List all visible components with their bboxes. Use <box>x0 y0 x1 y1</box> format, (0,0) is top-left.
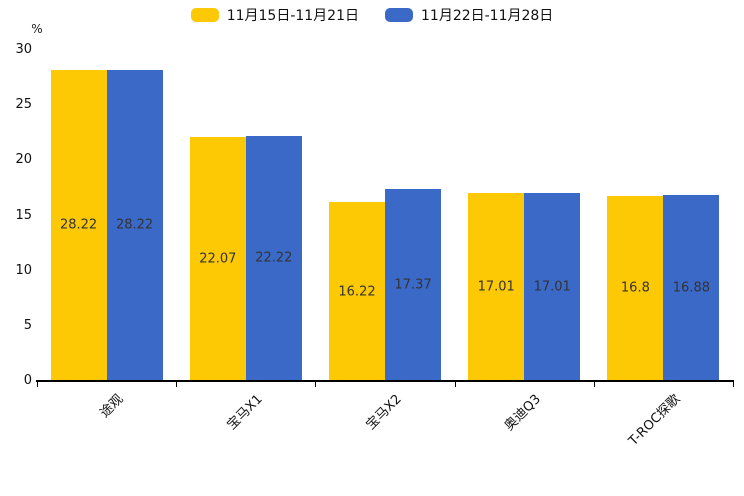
bar-value-label: 22.07 <box>199 251 237 267</box>
legend-label-week1: 11月15日-11月21日 <box>226 8 359 24</box>
y-tick-label: 0 <box>23 373 32 388</box>
x-tick <box>593 382 595 387</box>
y-tick-label: 10 <box>15 262 32 278</box>
y-tick-label: 30 <box>15 42 32 57</box>
bar-value-label: 17.37 <box>394 277 432 293</box>
legend-item-week1[interactable]: 11月15日-11月21日 <box>190 5 359 25</box>
bar-c1-s0: 22.07 <box>189 137 246 381</box>
y-tick-label: 25 <box>15 97 32 113</box>
bar-value-label: 16.22 <box>338 284 376 299</box>
x-tick <box>37 382 38 387</box>
legend-swatch-yellow <box>190 8 219 22</box>
legend-label-week2: 11月22日-11月28日 <box>421 8 554 24</box>
bar-c4-s0: 16.8 <box>607 195 664 381</box>
bar-c4-s1: 16.88 <box>663 194 720 381</box>
legend-swatch-blue <box>385 8 413 22</box>
bar-value-label: 28.22 <box>59 217 98 233</box>
legend-item-week2[interactable]: 11月22日-11月28日 <box>385 5 553 25</box>
x-category-label: 途观 <box>97 391 127 421</box>
y-tick-label: 20 <box>15 152 32 168</box>
bar-c3-s1: 17.01 <box>524 193 581 381</box>
x-category-label: 宝马X2 <box>363 391 405 433</box>
chart-legend: 11月15日-11月21日 11月22日-11月28日 <box>0 5 744 25</box>
bar-value-label: 16.88 <box>672 280 710 296</box>
x-axis-line <box>36 380 734 382</box>
bar-c0-s0: 28.22 <box>50 69 107 381</box>
x-tick <box>176 382 178 387</box>
bar-value-label: 28.22 <box>115 217 154 233</box>
x-category-label: 宝马X1 <box>224 391 266 433</box>
bar-value-label: 17.01 <box>477 279 515 295</box>
x-tick <box>733 382 734 387</box>
bar-value-label: 16.8 <box>620 280 650 296</box>
y-tick-label: 5 <box>23 317 32 333</box>
bar-value-label: 22.22 <box>255 250 293 266</box>
bar-value-label: 17.01 <box>533 279 571 295</box>
x-tick <box>454 382 456 387</box>
bar-c3-s0: 17.01 <box>468 193 525 381</box>
x-category-label: T-ROC探歌 <box>625 391 683 449</box>
bar-c2-s1: 17.37 <box>385 189 441 381</box>
y-axis-unit-label: % <box>31 22 43 36</box>
bar-c1-s1: 22.22 <box>245 135 302 381</box>
y-tick-label: 15 <box>15 207 32 223</box>
x-tick <box>315 382 317 387</box>
bar-c2-s0: 16.22 <box>329 202 385 381</box>
x-category-label: 奥迪Q3 <box>501 391 544 434</box>
bar-c0-s1: 28.22 <box>106 69 163 381</box>
